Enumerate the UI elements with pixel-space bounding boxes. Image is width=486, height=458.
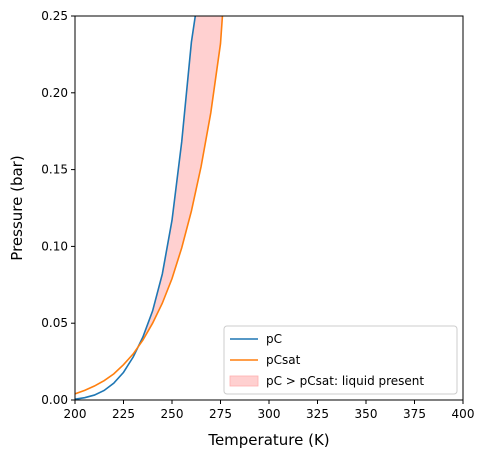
y-axis-label: Pressure (bar) xyxy=(8,155,26,260)
y-tick-label: 0.00 xyxy=(41,393,68,407)
x-ticks: 200 225 250 275 300 325 350 375 400 xyxy=(64,400,475,421)
series-group xyxy=(75,16,224,400)
fill-region-liquid xyxy=(139,16,223,346)
legend-box xyxy=(223,325,458,395)
y-tick-label: 0.20 xyxy=(41,86,68,100)
y-tick-label: 0.15 xyxy=(41,163,68,177)
y-tick-label: 0.10 xyxy=(41,239,68,253)
x-axis-label: Temperature (K) xyxy=(207,431,329,449)
legend-label: pCsat xyxy=(266,353,301,367)
x-tick-label: 250 xyxy=(161,407,184,421)
legend-label: pC xyxy=(266,332,282,346)
legend-label: pC > pCsat: liquid present xyxy=(266,374,424,388)
fill-region-group xyxy=(139,16,223,346)
x-tick-label: 375 xyxy=(403,407,426,421)
y-tick-label: 0.05 xyxy=(41,316,68,330)
legend-swatch-fill xyxy=(229,375,259,387)
y-tick-label: 0.25 xyxy=(41,9,68,23)
legend: pC pCsat pC > pCsat: liquid present xyxy=(223,325,458,395)
x-tick-label: 350 xyxy=(355,407,378,421)
series-line-pcsat xyxy=(75,16,224,395)
x-tick-label: 275 xyxy=(209,407,232,421)
y-ticks: 0.00 0.05 0.10 0.15 0.20 0.25 xyxy=(41,9,75,407)
x-tick-label: 300 xyxy=(258,407,281,421)
x-tick-label: 225 xyxy=(112,407,135,421)
x-tick-label: 325 xyxy=(306,407,329,421)
x-tick-label: 400 xyxy=(452,407,475,421)
x-tick-label: 200 xyxy=(64,407,87,421)
